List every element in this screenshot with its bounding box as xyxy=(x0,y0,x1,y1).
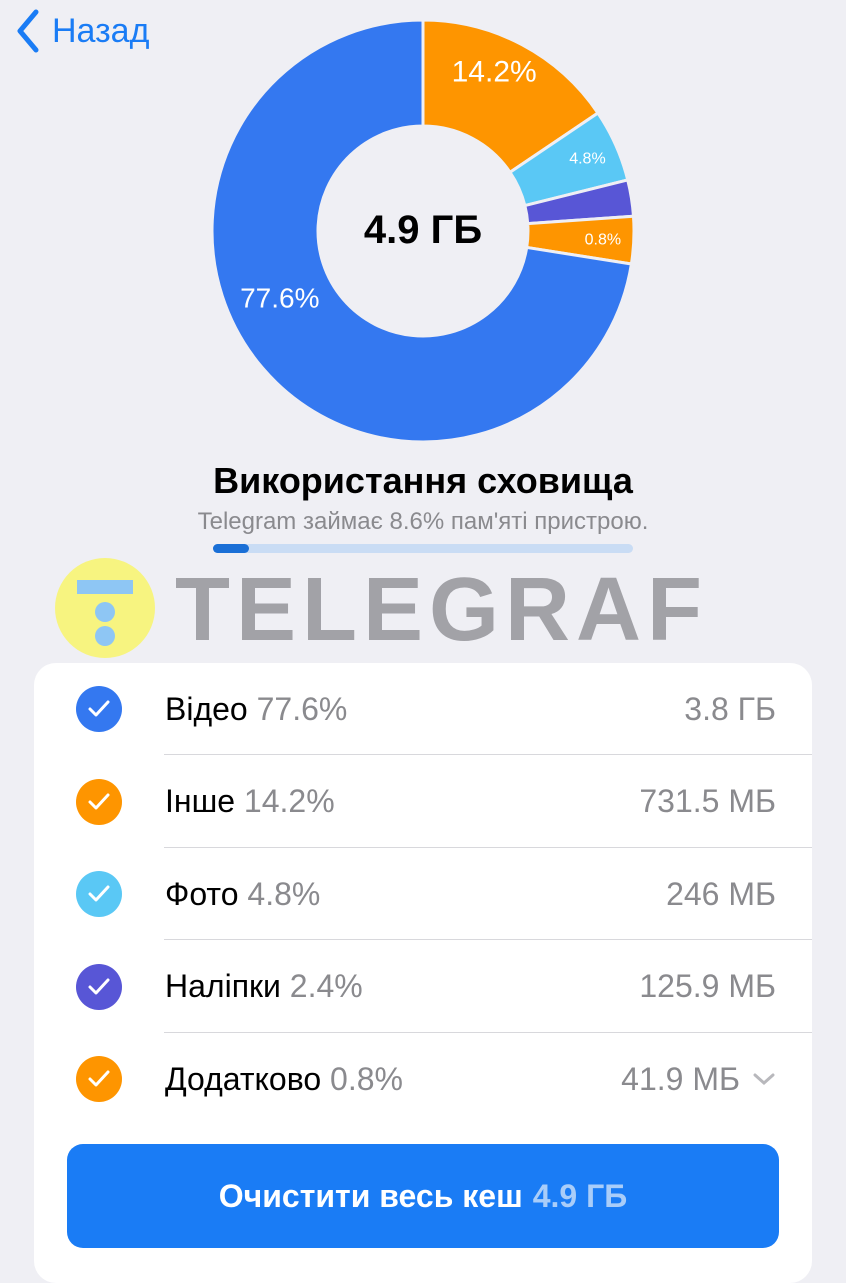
slice-label: 0.8% xyxy=(585,231,621,248)
checkbox-checked-icon[interactable] xyxy=(76,686,122,732)
category-label: Інше xyxy=(165,783,236,819)
checkbox-checked-icon[interactable] xyxy=(76,871,122,917)
category-label: Наліпки xyxy=(165,968,281,1004)
total-size: 4.9 ГБ xyxy=(363,208,483,252)
category-percent: 77.6% xyxy=(256,690,348,727)
category-label: Відео xyxy=(165,690,248,727)
category-size: 41.9 МБ xyxy=(621,1061,776,1098)
category-size: 125.9 МБ xyxy=(639,968,776,1005)
category-size: 246 МБ xyxy=(666,876,776,913)
donut-slice-4[interactable] xyxy=(210,18,634,444)
watermark-logo xyxy=(55,558,155,658)
category-name: Інше 14.2% xyxy=(165,783,335,820)
category-percent: 14.2% xyxy=(243,783,335,819)
slice-label: 4.8% xyxy=(569,150,605,167)
donut-slice-0[interactable] xyxy=(421,18,601,175)
slice-label: 14.2% xyxy=(452,56,537,89)
category-name: Наліпки 2.4% xyxy=(165,968,363,1005)
category-size-value: 246 МБ xyxy=(666,875,776,912)
clear-cache-label: Очистити весь кеш xyxy=(218,1177,523,1214)
category-row[interactable]: Додатково 0.8% 41.9 МБ xyxy=(34,1033,812,1125)
category-row[interactable]: Відео 77.6% 3.8 ГБ xyxy=(34,663,812,755)
category-label: Додатково xyxy=(165,1060,322,1097)
category-size-value: 125.9 МБ xyxy=(639,968,776,1004)
usage-fill xyxy=(213,544,250,553)
category-row[interactable]: Фото 4.8% 246 МБ xyxy=(34,848,812,940)
checkbox-checked-icon[interactable] xyxy=(76,963,122,1010)
storage-usage-bar xyxy=(213,544,633,553)
category-size-value: 3.8 ГБ xyxy=(684,690,776,727)
slice-label: 77.6% xyxy=(240,283,319,314)
category-name: Фото 4.8% xyxy=(165,876,320,913)
storage-title: Використання сховища xyxy=(213,460,633,501)
checkbox-checked-icon[interactable] xyxy=(76,1056,122,1102)
storage-subtitle: Telegram займає 8.6% пам'яті пристрою. xyxy=(197,508,649,535)
category-size-value: 731.5 МБ xyxy=(639,783,776,819)
category-name: Відео 77.6% xyxy=(165,691,347,728)
checkbox-checked-icon[interactable] xyxy=(76,778,122,825)
category-label: Фото xyxy=(165,875,239,912)
storage-donut-chart: 14.2% 4.8% 0.8% 77.6% xyxy=(210,18,636,444)
back-button[interactable]: Назад xyxy=(14,8,149,54)
categories-list: Відео 77.6% 3.8 ГБ Інше 14.2% 731.5 МБ Ф… xyxy=(34,663,812,1283)
category-percent: 4.8% xyxy=(247,875,321,912)
category-size-value: 41.9 МБ xyxy=(621,1060,740,1097)
category-percent: 0.8% xyxy=(330,1060,403,1097)
watermark-text: TELEGRAF xyxy=(175,560,708,660)
back-label: Назад xyxy=(52,11,150,50)
category-name: Додатково 0.8% xyxy=(165,1061,403,1098)
clear-cache-size: 4.9 ГБ xyxy=(532,1177,628,1214)
category-size: 3.8 ГБ xyxy=(684,691,776,728)
clear-cache-button[interactable]: Очистити весь кеш 4.9 ГБ xyxy=(67,1144,779,1248)
chevron-left-icon xyxy=(17,9,39,53)
category-percent: 2.4% xyxy=(289,968,363,1004)
category-row[interactable]: Інше 14.2% 731.5 МБ xyxy=(34,756,812,848)
chevron-down-icon[interactable] xyxy=(752,1071,776,1087)
category-row[interactable]: Наліпки 2.4% 125.9 МБ xyxy=(34,941,812,1033)
category-size: 731.5 МБ xyxy=(639,783,776,820)
